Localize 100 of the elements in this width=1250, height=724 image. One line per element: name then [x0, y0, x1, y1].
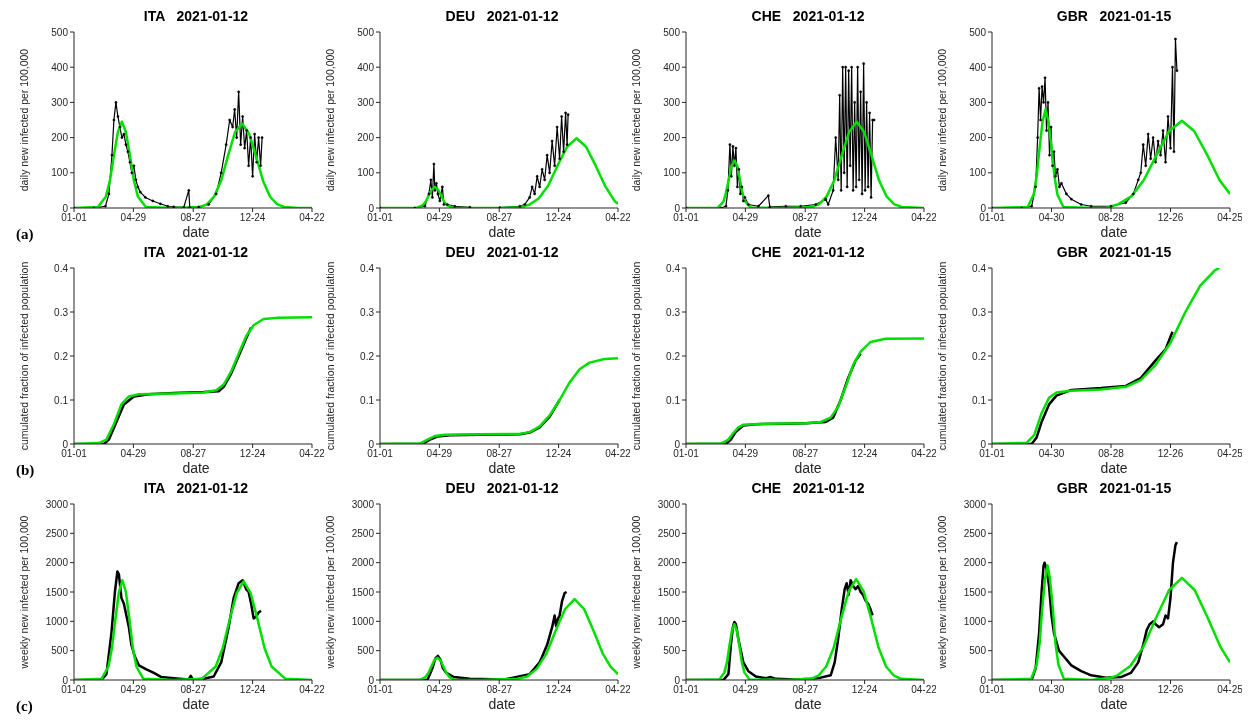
chart-title: CHE 2021-01-12 [750, 244, 866, 260]
y-axis-title: daily new infected per 100,000 [935, 48, 948, 192]
x-tick-label: 04-29 [426, 212, 453, 224]
y-tick-label: 0 [980, 674, 987, 686]
chart-title: DEU 2021-01-12 [444, 8, 560, 24]
chart-title: DEU 2021-01-12 [444, 480, 560, 496]
x-axis-title: date [1099, 224, 1129, 240]
x-axis-title: date [793, 460, 823, 476]
y-tick-label: 0.1 [54, 394, 69, 406]
x-axis-title: date [181, 460, 211, 476]
x-tick-label: 12-24 [239, 684, 266, 696]
x-tick-label: 04-22 [911, 448, 938, 460]
x-axis-title: date [181, 696, 211, 712]
x-tick-label: 08-27 [792, 448, 819, 460]
x-tick-label: 04-30 [1038, 212, 1065, 224]
x-tick-label: 04-22 [911, 684, 938, 696]
y-tick-label: 0 [62, 674, 69, 686]
y-tick-label: 1500 [963, 586, 987, 598]
x-tick-label: 04-29 [120, 448, 147, 460]
x-tick-label: 01-01 [673, 684, 700, 696]
y-tick-label: 500 [51, 26, 69, 38]
y-tick-label: 0 [674, 438, 681, 450]
x-tick-label: 01-01 [673, 212, 700, 224]
x-axis-title: date [1099, 696, 1129, 712]
x-tick-label: 04-22 [299, 448, 326, 460]
chart-title: GBR 2021-01-15 [1055, 244, 1173, 260]
y-tick-label: 400 [51, 61, 69, 73]
y-tick-label: 300 [663, 96, 681, 108]
x-tick-label: 04-22 [911, 212, 938, 224]
y-tick-label: 200 [357, 132, 375, 144]
chart-title: ITA 2021-01-12 [142, 244, 250, 260]
y-tick-label: 300 [357, 96, 375, 108]
x-axis-title: date [793, 224, 823, 240]
x-tick-label: 01-01 [61, 684, 88, 696]
y-tick-label: 2500 [45, 527, 69, 539]
x-axis-title: date [487, 696, 517, 712]
y-tick-label: 1500 [657, 586, 681, 598]
y-axis-title: cumulated fraction of infected population [629, 261, 642, 451]
y-tick-label: 100 [357, 167, 375, 179]
text: (c) [16, 698, 33, 715]
x-tick-label: 04-29 [732, 448, 759, 460]
y-tick-label: 2000 [351, 557, 375, 569]
y-axis-title: cumulated fraction of infected population [935, 261, 948, 451]
x-axis-title: date [1099, 460, 1129, 476]
y-tick-label: 0.3 [972, 306, 987, 318]
y-tick-label: 0.3 [666, 306, 681, 318]
y-tick-label: 0.2 [360, 350, 375, 362]
y-tick-label: 3000 [963, 498, 987, 510]
y-tick-label: 0.2 [54, 350, 69, 362]
y-tick-label: 0 [62, 438, 69, 450]
x-tick-label: 12-24 [545, 212, 572, 224]
x-tick-label: 04-22 [605, 212, 632, 224]
y-tick-label: 2000 [963, 557, 987, 569]
y-tick-label: 3000 [45, 498, 69, 510]
x-tick-label: 04-25 [1217, 212, 1244, 224]
y-tick-label: 100 [51, 167, 69, 179]
y-tick-label: 400 [969, 61, 987, 73]
y-tick-label: 400 [663, 61, 681, 73]
y-tick-label: 0.4 [54, 262, 69, 274]
chart-title: DEU 2021-01-12 [444, 244, 560, 260]
y-tick-label: 0.1 [666, 394, 681, 406]
y-tick-label: 300 [969, 96, 987, 108]
chart-title: CHE 2021-01-12 [750, 8, 866, 24]
text: (a) [16, 226, 34, 243]
x-tick-label: 04-29 [426, 448, 453, 460]
x-tick-label: 08-27 [180, 212, 207, 224]
y-tick-label: 300 [51, 96, 69, 108]
x-axis-title: date [793, 696, 823, 712]
y-axis-title: daily new infected per 100,000 [629, 48, 642, 192]
y-tick-label: 100 [663, 167, 681, 179]
x-tick-label: 04-22 [605, 684, 632, 696]
y-tick-label: 100 [969, 167, 987, 179]
y-tick-label: 500 [663, 645, 681, 657]
y-tick-label: 0.2 [666, 350, 681, 362]
y-tick-label: 2500 [963, 527, 987, 539]
y-tick-label: 1000 [45, 615, 69, 627]
y-axis-title: cumulated fraction of infected population [323, 261, 336, 451]
x-tick-label: 04-29 [120, 212, 147, 224]
y-tick-label: 200 [969, 132, 987, 144]
x-tick-label: 12-26 [1157, 684, 1184, 696]
x-tick-label: 01-01 [673, 448, 700, 460]
x-tick-label: 01-01 [367, 448, 394, 460]
x-tick-label: 12-24 [851, 212, 878, 224]
y-tick-label: 2000 [45, 557, 69, 569]
x-tick-label: 04-29 [426, 684, 453, 696]
x-tick-label: 12-24 [239, 448, 266, 460]
x-tick-label: 12-26 [1157, 212, 1184, 224]
y-tick-label: 3000 [657, 498, 681, 510]
x-tick-label: 04-29 [732, 212, 759, 224]
y-tick-label: 3000 [351, 498, 375, 510]
y-tick-label: 0.1 [360, 394, 375, 406]
y-tick-label: 1500 [351, 586, 375, 598]
y-tick-label: 1000 [351, 615, 375, 627]
y-tick-label: 0.4 [666, 262, 681, 274]
x-tick-label: 04-22 [299, 212, 326, 224]
x-tick-label: 04-30 [1038, 684, 1065, 696]
y-tick-label: 1000 [963, 615, 987, 627]
x-tick-label: 04-30 [1038, 448, 1065, 460]
x-tick-label: 01-01 [979, 448, 1006, 460]
x-tick-label: 08-27 [486, 448, 513, 460]
